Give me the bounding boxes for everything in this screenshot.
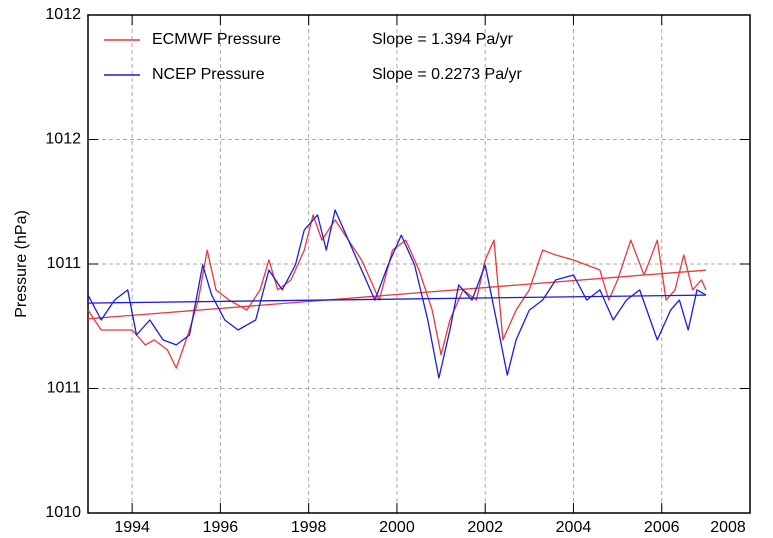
series-line	[87, 209, 707, 379]
legend-label: NCEP Pressure	[152, 66, 265, 83]
y-tick-label: 1012	[45, 6, 81, 23]
y-tick-label: 1012	[45, 131, 81, 148]
x-tick-label: 1994	[114, 519, 150, 536]
slope-annotation: Slope = 1.394 Pa/yr	[372, 31, 514, 48]
x-tick-label: 2002	[467, 519, 503, 536]
x-tick-label: 1998	[291, 519, 327, 536]
legend-label: ECMWF Pressure	[152, 31, 281, 48]
y-tick-label: 1010	[45, 504, 81, 521]
x-tick-label: 1996	[203, 519, 239, 536]
y-axis-label: Pressure (hPa)	[13, 210, 30, 318]
y-tick-label: 1011	[47, 380, 82, 397]
x-tick-label: 2006	[644, 519, 680, 536]
slope-annotation: Slope = 0.2273 Pa/yr	[372, 66, 523, 83]
y-tick-label: 1011	[47, 255, 82, 272]
series-line	[87, 214, 707, 369]
x-tick-label: 2000	[379, 519, 415, 536]
x-tick-label: 2008	[710, 519, 746, 536]
x-tick-label: 2004	[556, 519, 592, 536]
plot-frame	[87, 14, 751, 514]
